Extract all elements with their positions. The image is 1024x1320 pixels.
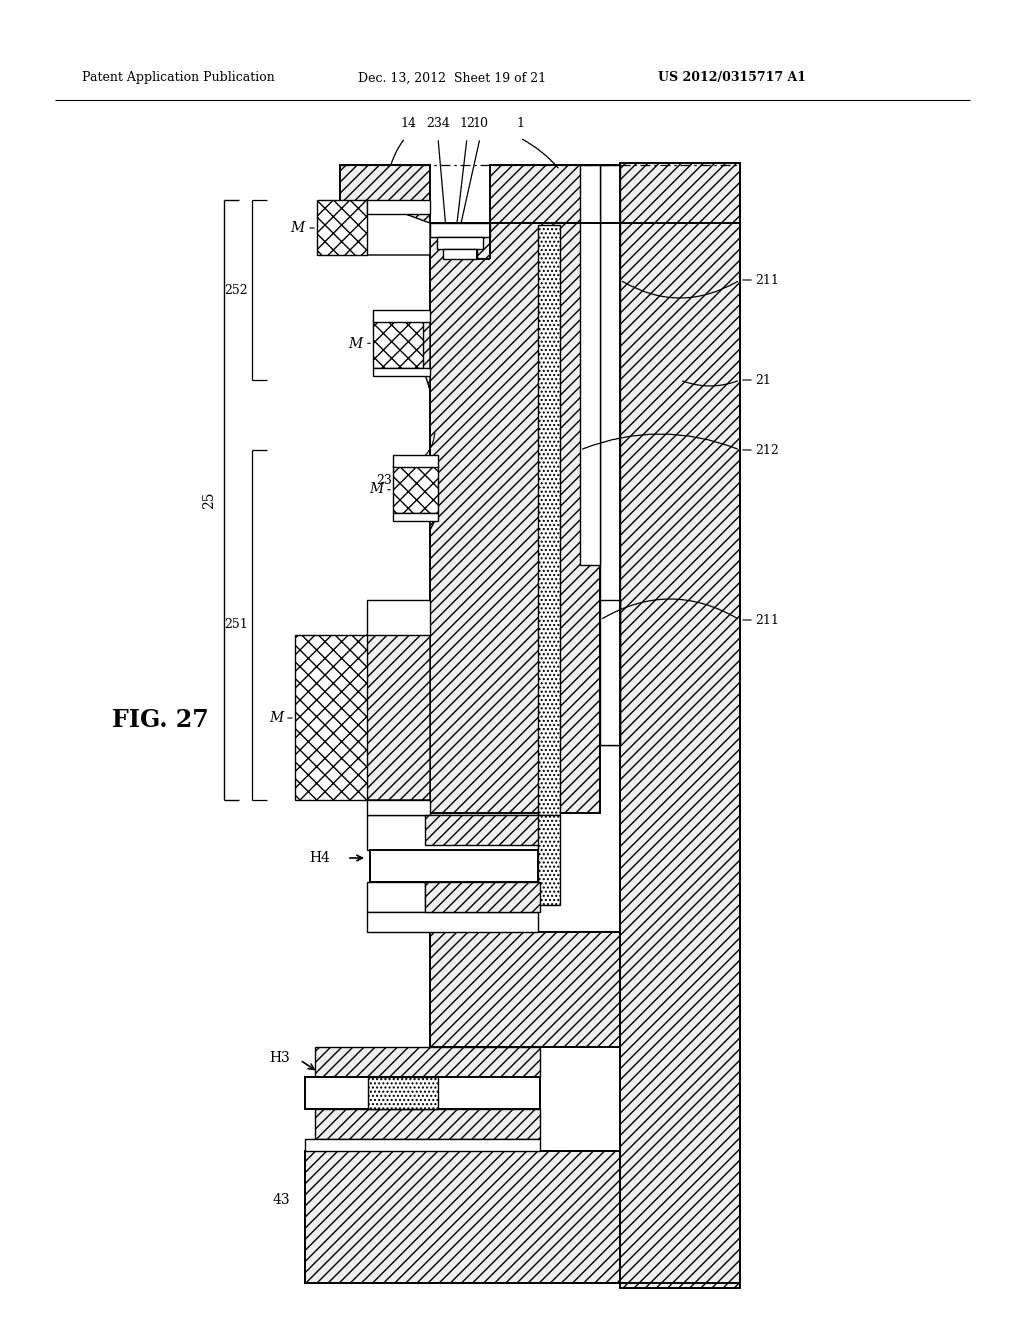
Bar bbox=[315, 1109, 540, 1139]
Bar bbox=[437, 238, 483, 249]
Bar bbox=[368, 1077, 438, 1109]
Text: 251: 251 bbox=[224, 619, 248, 631]
Bar bbox=[393, 465, 438, 513]
Polygon shape bbox=[367, 620, 430, 800]
Text: H3: H3 bbox=[269, 1051, 290, 1065]
Text: M: M bbox=[369, 482, 383, 496]
Text: 14: 14 bbox=[400, 117, 416, 129]
Bar bbox=[600, 601, 620, 744]
Bar bbox=[305, 1139, 540, 1151]
Text: 211: 211 bbox=[755, 614, 779, 627]
Bar bbox=[425, 882, 540, 912]
Bar bbox=[443, 249, 477, 259]
Text: FIG. 27: FIG. 27 bbox=[112, 708, 209, 733]
Text: M: M bbox=[290, 220, 304, 235]
Bar bbox=[317, 201, 367, 255]
Bar bbox=[373, 319, 423, 368]
Text: 10: 10 bbox=[472, 117, 488, 129]
Bar bbox=[367, 912, 538, 932]
Bar bbox=[430, 223, 490, 238]
Text: 1: 1 bbox=[516, 117, 524, 129]
Bar bbox=[538, 224, 560, 814]
Bar bbox=[370, 850, 538, 882]
Text: 212: 212 bbox=[755, 444, 778, 457]
Text: Patent Application Publication: Patent Application Publication bbox=[82, 71, 274, 84]
Polygon shape bbox=[430, 465, 438, 531]
Text: 43: 43 bbox=[272, 1193, 290, 1206]
Bar bbox=[620, 162, 740, 1288]
Bar bbox=[430, 932, 620, 1047]
Bar bbox=[373, 310, 430, 322]
Bar bbox=[580, 165, 600, 565]
Text: 2311: 2311 bbox=[376, 474, 408, 487]
Bar bbox=[538, 814, 560, 906]
Bar bbox=[367, 201, 430, 214]
Polygon shape bbox=[423, 319, 430, 389]
Text: 211: 211 bbox=[755, 273, 779, 286]
Text: Dec. 13, 2012  Sheet 19 of 21: Dec. 13, 2012 Sheet 19 of 21 bbox=[358, 71, 546, 84]
Text: M: M bbox=[268, 711, 283, 725]
Bar bbox=[373, 368, 430, 376]
Bar bbox=[340, 165, 430, 223]
Bar bbox=[393, 455, 438, 467]
Bar bbox=[600, 165, 620, 744]
Polygon shape bbox=[367, 201, 430, 255]
Bar bbox=[315, 1047, 540, 1077]
Text: M: M bbox=[348, 337, 362, 351]
Bar bbox=[305, 1151, 620, 1283]
Text: 25: 25 bbox=[202, 491, 216, 508]
Text: H4: H4 bbox=[309, 851, 330, 865]
Text: 234: 234 bbox=[426, 117, 450, 129]
Bar bbox=[367, 882, 425, 912]
Bar bbox=[393, 513, 438, 521]
Bar bbox=[367, 814, 538, 850]
Bar bbox=[305, 1077, 540, 1109]
Bar bbox=[430, 223, 600, 813]
Text: 252: 252 bbox=[224, 284, 248, 297]
Text: 21: 21 bbox=[755, 374, 771, 387]
Text: US 2012/0315717 A1: US 2012/0315717 A1 bbox=[658, 71, 806, 84]
Bar bbox=[367, 800, 430, 814]
Bar bbox=[295, 635, 367, 800]
Bar bbox=[490, 165, 620, 223]
Text: 12: 12 bbox=[459, 117, 475, 129]
Bar bbox=[367, 601, 430, 635]
Bar bbox=[425, 814, 540, 845]
